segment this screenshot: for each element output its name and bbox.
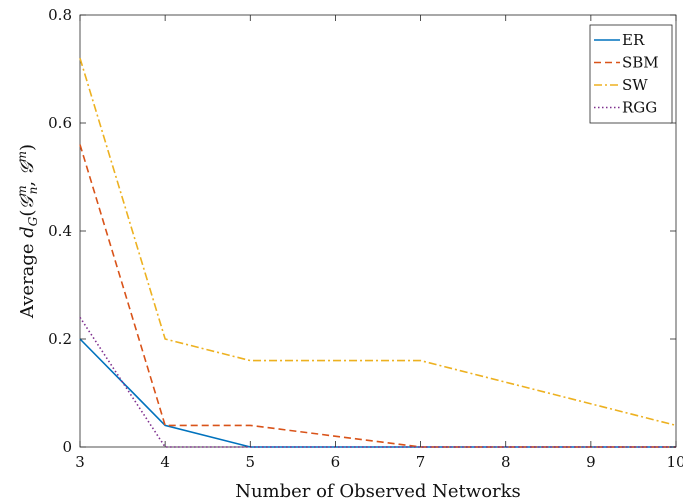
- ylabel-prefix: Average: [17, 238, 38, 319]
- legend-label-sw: SW: [622, 76, 648, 94]
- series-line-sbm: [79, 144, 676, 448]
- axes-layer: 3 4 5 6 7 8 9 10 0 0.2 0.4 0.6 0.8: [48, 6, 683, 471]
- ylabel-close: ): [17, 144, 38, 151]
- ylabel-g2: 𝒢: [17, 159, 38, 175]
- legend-label-er: ER: [622, 31, 645, 49]
- series-line-sw: [79, 57, 677, 427]
- y-tick-label: 0.2: [48, 330, 72, 348]
- ylabel-open: (: [17, 210, 38, 217]
- y-axis-label: Average dG(𝒢mn, 𝒢m): [15, 144, 40, 319]
- legend-label-sbm: SBM: [622, 54, 659, 72]
- ylabel-d-sub: G: [26, 216, 40, 226]
- x-axis-label: Number of Observed Networks: [235, 481, 521, 502]
- y-tick-label: 0.4: [48, 222, 72, 240]
- legend: ER SBM SW RGG: [589, 24, 673, 124]
- x-tick-label: 5: [246, 453, 256, 471]
- x-tick-label: 8: [501, 453, 511, 471]
- plot-border: [79, 14, 677, 448]
- y-tick-label: 0: [62, 438, 72, 456]
- ylabel-g1: 𝒢: [17, 194, 38, 210]
- x-tick-label: 9: [586, 453, 596, 471]
- ylabel-sep: ,: [17, 175, 38, 186]
- ylabel-d: d: [17, 226, 38, 238]
- x-tick-label: 4: [160, 453, 170, 471]
- legend-label-rgg: RGG: [622, 99, 657, 117]
- ylabel-g1-sup: m: [15, 185, 29, 196]
- x-tick-label: 6: [331, 453, 341, 471]
- ylabel-g1-sub: n: [26, 187, 40, 195]
- legend-box: [589, 24, 673, 124]
- x-tick-label: 3: [75, 453, 85, 471]
- y-tick-label: 0.8: [48, 6, 72, 24]
- x-tick-label: 10: [666, 453, 683, 471]
- x-tick-label: 7: [416, 453, 426, 471]
- ylabel-g2-sup: m: [15, 151, 29, 162]
- y-tick-label: 0.6: [48, 114, 72, 132]
- plot-area: [79, 14, 677, 448]
